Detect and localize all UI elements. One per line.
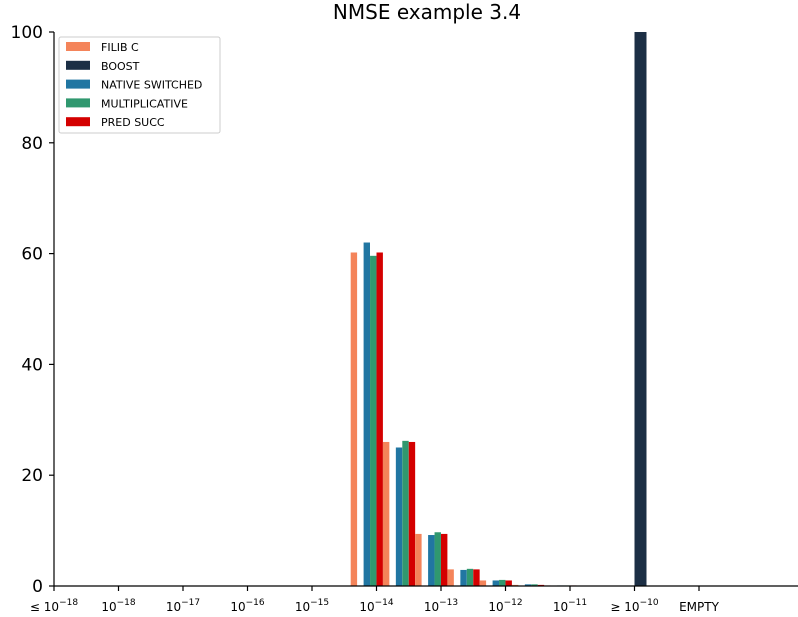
y-tick-label: 0 [32,577,43,597]
legend-frame [58,36,221,134]
y-tick-label: 20 [21,466,43,486]
bar-boost-28 [634,32,647,586]
bar-native-switched-9 [428,535,435,586]
bars-layer [350,32,647,587]
bar-filib-c-12 [447,569,454,586]
bar-pred-succ-3 [376,252,383,587]
bar-native-switched-17 [492,580,499,586]
bar-native-switched-1 [363,242,370,586]
bar-multiplicative-22 [531,584,538,586]
legend-swatch [66,42,90,51]
y-tick-label: 80 [21,134,43,154]
x-tick-label: 10−13 [424,598,458,614]
y-ticks: 0 20 40 60 80 100 [11,23,54,597]
bar-multiplicative-6 [402,440,409,586]
legend: FILIB C BOOST NATIVE SWITCHED MULTIPLICATIV… [58,36,221,134]
legend-label: MULTIPLICATIVE [101,97,188,110]
x-tick-label: 10−11 [553,598,587,614]
bar-filib-c-16 [479,580,487,586]
x-tick-label: 10−16 [230,598,265,614]
y-tick-label: 100 [11,23,43,43]
bar-filib-c-4 [382,441,390,586]
bar-pred-succ-11 [441,533,448,586]
y-tick-label: 40 [21,355,43,375]
bar-pred-succ-15 [473,569,480,586]
bar-native-switched-13 [460,569,467,586]
bar-multiplicative-2 [370,255,377,586]
bar-multiplicative-18 [499,579,506,586]
x-tick-label: 10−18 [101,598,136,614]
legend-swatch [66,79,90,89]
x-tick-label: 10−12 [488,598,522,614]
chart-title: NMSE example 3.4 [333,0,521,24]
x-tick-label: 10−17 [166,598,200,614]
bar-multiplicative-14 [466,568,474,586]
x-tick-label: 10−15 [295,598,329,614]
legend-swatch [66,117,90,127]
y-tick-label: 60 [21,245,43,265]
bar-native-switched-21 [524,584,532,586]
bar-filib-c-8 [415,533,422,586]
bar-native-switched-5 [395,447,403,586]
legend-swatch [66,98,90,108]
bar-pred-succ-7 [408,441,416,586]
bar-filib-c-0 [350,252,358,587]
legend-swatch [66,60,90,70]
legend-label: NATIVE SWITCHED [101,79,202,92]
x-tick-label: EMPTY [679,600,720,614]
x-tick-label: ≤ 10−18 [30,598,78,614]
x-ticks: ≤ 10−18 10−18 10−17 10−16 10−15 10−14 10−13 10−… [30,586,720,614]
x-tick-label: ≥ 10−10 [610,598,658,614]
bar-multiplicative-10 [434,532,441,586]
bar-pred-succ-19 [505,580,512,586]
legend-label: FILIB C [101,41,139,54]
legend-label: PRED SUCC [101,116,165,129]
x-tick-label: 10−14 [359,598,394,614]
legend-label: BOOST [101,60,140,73]
